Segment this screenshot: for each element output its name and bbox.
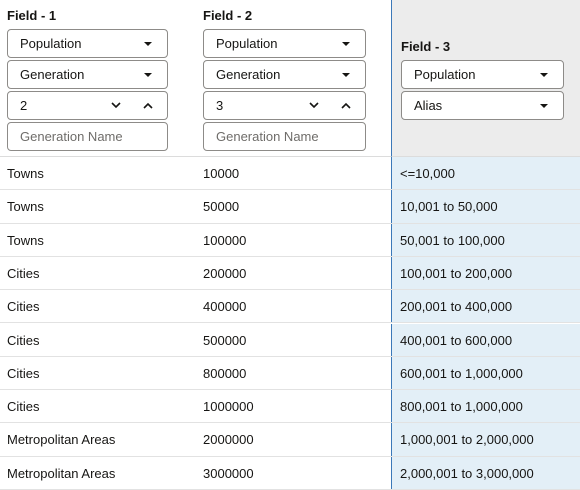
table-cell: Cities (7, 299, 40, 315)
increment-glyph (341, 102, 351, 109)
decrement-glyph (111, 102, 121, 109)
table-row: Metropolitan Areas 3000000 2,000,001 to 3,… (0, 456, 580, 490)
table-row: Cities 800000 600,001 to 1,000,000 (0, 356, 580, 391)
table-cell: 400000 (203, 299, 247, 315)
spinner-value: 2 (20, 98, 28, 113)
table-cell: 10000 (203, 166, 240, 181)
select-value: Alias (414, 98, 443, 113)
table-cell: 10,001 to 50,000 (391, 190, 580, 223)
decrement-glyph (309, 102, 319, 109)
table-cell: <=10,000 (391, 157, 580, 190)
field-title: Field - 1 (7, 8, 57, 23)
table-cell: 2000000 (203, 432, 254, 448)
dropdown-arrow[interactable] (339, 30, 353, 57)
table-cell: Cities (7, 365, 40, 381)
number-spinner[interactable]: 2 (7, 91, 168, 120)
dropdown-arrow-glyph (342, 42, 350, 46)
dropdown-arrow[interactable] (537, 92, 551, 119)
text-input[interactable]: Generation Name (203, 122, 366, 151)
header-column: Field - 1 Population Generation 2 Generation… (0, 0, 195, 157)
table-cell: 800000 (203, 365, 247, 381)
dropdown-arrow-glyph (144, 42, 152, 46)
table-cell: Cities (7, 265, 40, 281)
table-row: Towns 100000 50,001 to 100,000 (0, 223, 580, 257)
select-value: Population (216, 36, 278, 51)
table-cell: 800,001 to 1,000,000 (391, 390, 580, 423)
table-row: Cities 400000 200,001 to 400,000 (0, 290, 580, 324)
table-cell: 50,001 to 100,000 (391, 223, 580, 256)
field-title: Field - 2 (203, 8, 253, 23)
table-cell: Cities (7, 399, 40, 415)
table-row: Towns 50000 10,001 to 50,000 (0, 190, 580, 224)
placeholder: Generation Name (20, 129, 123, 144)
table-cell: 600,001 to 1,000,000 (391, 356, 580, 390)
increment[interactable] (339, 92, 353, 119)
table-cell: Metropolitan Areas (7, 465, 116, 481)
dropdown-arrow[interactable] (537, 61, 551, 88)
text-input[interactable]: Generation Name (7, 122, 168, 151)
header-column: Field - 2 Population Generation 3 Generation… (195, 0, 391, 157)
dropdown-arrow[interactable] (141, 30, 155, 57)
table-cell: 1,000,001 to 2,000,000 (391, 423, 580, 456)
header-column: Field - 3 Population Alias (391, 0, 580, 157)
select-box[interactable]: Population (401, 60, 564, 89)
increment-glyph (143, 102, 153, 109)
placeholder: Generation Name (216, 129, 319, 144)
dropdown-arrow-glyph (540, 104, 548, 108)
table-cell: 50000 (203, 199, 240, 215)
table-cell: 200,001 to 400,000 (391, 290, 580, 323)
decrement[interactable] (109, 92, 123, 119)
dropdown-arrow[interactable] (339, 61, 353, 88)
select-value: Generation (20, 67, 85, 82)
table-cell: 200000 (203, 265, 247, 281)
table-row: Metropolitan Areas 2000000 1,000,001 to 2,… (0, 423, 580, 457)
select-box[interactable]: Generation (203, 60, 366, 89)
table-row: Cities 200000 100,001 to 200,000 (0, 256, 580, 291)
table-cell: 3000000 (203, 465, 254, 481)
select-value: Generation (216, 67, 281, 82)
table-cell: Cities (7, 332, 40, 348)
table-cell: 2,000,001 to 3,000,000 (391, 456, 580, 489)
dropdown-arrow-glyph (540, 73, 548, 77)
field-title: Field - 3 (401, 39, 451, 54)
table-cell: 400,001 to 600,000 (391, 323, 580, 356)
table-cell: Towns (7, 166, 44, 181)
table-cell: 100,001 to 200,000 (391, 256, 580, 290)
table-row: Towns 10000 <=10,000 (0, 157, 580, 191)
select-box[interactable]: Alias (401, 91, 564, 120)
table-cell: Towns (7, 199, 44, 215)
table-cell: 100000 (203, 232, 247, 248)
select-box[interactable]: Population (203, 29, 366, 58)
select-value: Population (414, 67, 476, 82)
spinner-value: 3 (216, 98, 224, 113)
select-box[interactable]: Population (7, 29, 168, 58)
table-row: Cities 500000 400,001 to 600,000 (0, 323, 580, 357)
select-value: Population (20, 36, 82, 51)
number-spinner[interactable]: 3 (203, 91, 366, 120)
table-row: Cities 1000000 800,001 to 1,000,000 (0, 390, 580, 424)
increment[interactable] (141, 92, 155, 119)
dropdown-arrow-glyph (342, 73, 350, 77)
dropdown-arrow-glyph (144, 73, 152, 77)
table-cell: Towns (7, 232, 44, 248)
table-cell: 1000000 (203, 399, 254, 415)
decrement[interactable] (307, 92, 321, 119)
dropdown-arrow[interactable] (141, 61, 155, 88)
select-box[interactable]: Generation (7, 60, 168, 89)
table-cell: Metropolitan Areas (7, 432, 116, 448)
table-cell: 500000 (203, 332, 247, 348)
